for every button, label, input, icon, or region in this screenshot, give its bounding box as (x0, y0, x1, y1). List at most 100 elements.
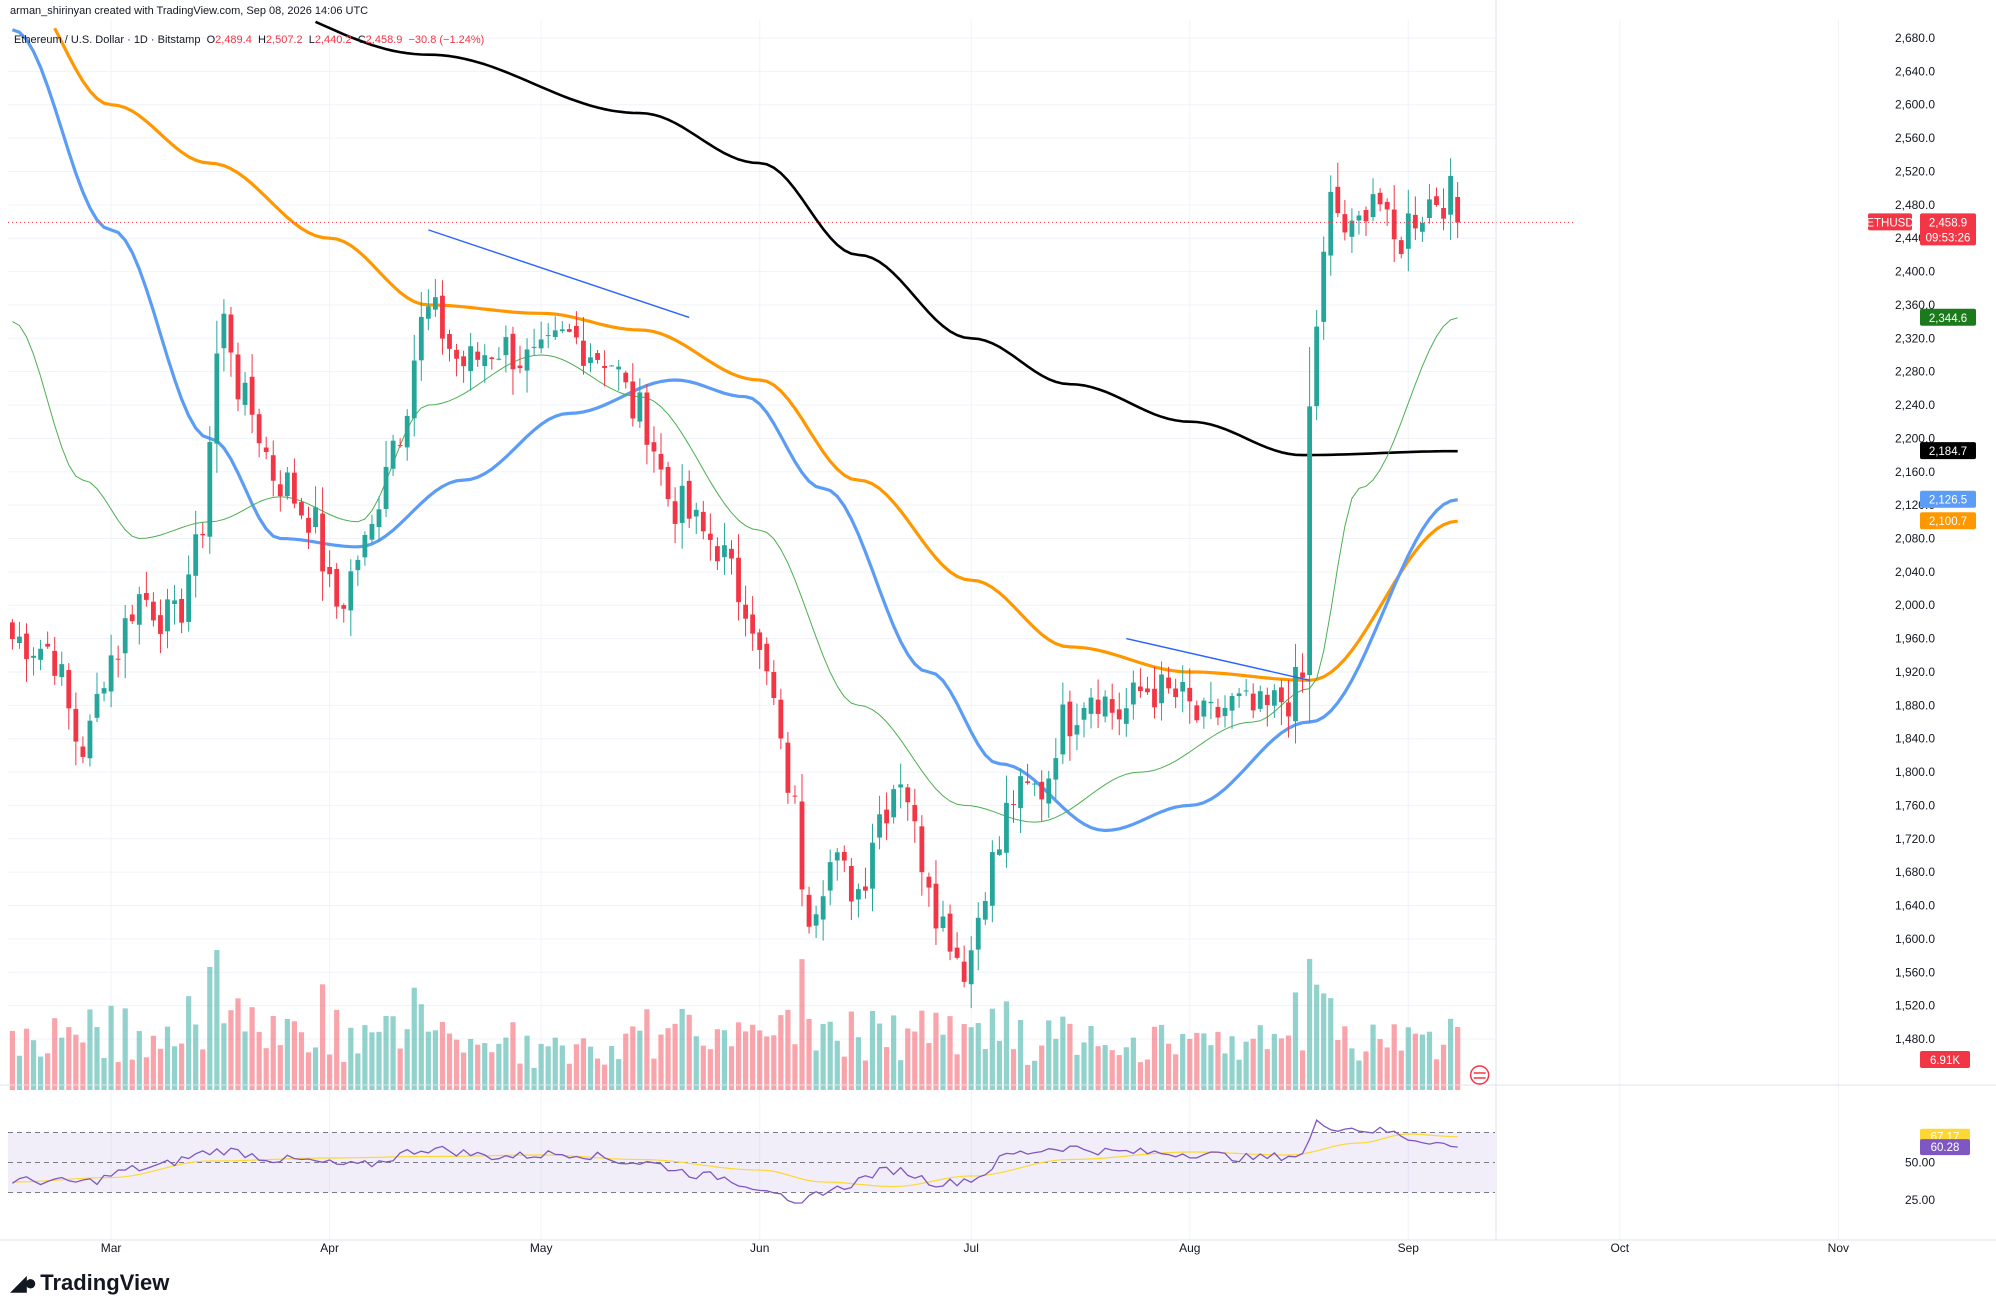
candle-body (686, 480, 692, 519)
candle-body (524, 349, 530, 371)
volume-bar (1123, 1047, 1129, 1090)
candle-body (390, 440, 396, 469)
volume-bar (1222, 1053, 1228, 1090)
volume-badge (1920, 1051, 1970, 1068)
volume-bar (933, 1012, 939, 1090)
volume-bar (115, 1062, 121, 1090)
price-tick-label: 1,480.0 (1895, 1032, 1935, 1046)
candle-body (306, 517, 311, 533)
candle-body (165, 599, 170, 632)
candle-body (707, 533, 713, 540)
candle-body (1046, 778, 1052, 804)
price-tick-label: 2,360.0 (1895, 298, 1935, 312)
candle-body (313, 507, 318, 527)
volume-bar (157, 1048, 164, 1090)
candle-body (66, 670, 72, 709)
volume-bar (362, 1025, 368, 1090)
volume-bar (1046, 1020, 1052, 1090)
close-label: C (357, 34, 366, 46)
volume-bar (1384, 1047, 1390, 1090)
volume-bar (1003, 1001, 1010, 1090)
volume-bar (376, 1031, 382, 1090)
time-tick-label: Jul (964, 1241, 979, 1255)
volume-bar (1335, 1040, 1341, 1090)
candle-body (1166, 677, 1171, 689)
candle-body (277, 484, 283, 497)
candle-body (1314, 326, 1320, 407)
price-badge (1920, 442, 1976, 460)
candle-body (80, 746, 86, 757)
volume-bar (820, 1024, 826, 1090)
candle-body (228, 314, 234, 353)
candle-body (383, 466, 389, 509)
volume-bar (320, 984, 326, 1090)
candle-body (1412, 214, 1418, 229)
volume-bar (644, 1009, 650, 1090)
volume-bar (446, 1033, 453, 1090)
candle-body (827, 862, 833, 891)
candle-body (425, 306, 431, 319)
candle-body (665, 466, 671, 500)
candle-body (1370, 194, 1376, 218)
candle-body (1081, 707, 1087, 720)
candle-body (856, 889, 861, 900)
volume-bar (1391, 1024, 1397, 1090)
candle-body (989, 852, 995, 906)
tradingview-logo[interactable]: ◢● TradingView (10, 1270, 169, 1296)
volume-bar (1398, 1050, 1404, 1090)
volume-bar (1370, 1024, 1376, 1090)
price-tick-label: 2,600.0 (1895, 98, 1935, 112)
volume-bar (73, 1034, 79, 1090)
change-value: −30.8 (−1.24%) (408, 34, 485, 46)
candle-body (482, 355, 488, 367)
candle-body (1173, 688, 1179, 698)
volume-bar (1201, 1033, 1207, 1090)
volume-bar (1257, 1025, 1263, 1090)
volume-bar (383, 1015, 389, 1090)
volume-bar (256, 1031, 262, 1090)
candle-body (884, 809, 889, 824)
volume-bar (30, 1040, 37, 1090)
candle-body (1201, 700, 1207, 717)
volume-bar (623, 1033, 629, 1090)
volume-bar (1074, 1054, 1080, 1090)
price-tick-label: 2,160.0 (1895, 465, 1935, 479)
candle-body (369, 523, 375, 540)
time-axis: Mar Apr May Jun Jul Aug Sep Oct Nov (0, 1239, 1996, 1255)
candle-body (877, 814, 882, 838)
candle-body (1398, 240, 1404, 255)
volume-bar (672, 1023, 678, 1090)
price-tick-label: 1,600.0 (1895, 932, 1935, 946)
candle-body (108, 655, 114, 692)
candle-body (905, 787, 911, 803)
candle-body (1208, 701, 1214, 704)
price-tick-label: 1,640.0 (1895, 899, 1935, 913)
price-tick-label: 2,560.0 (1895, 131, 1935, 145)
candle-body (475, 351, 481, 360)
volume-bar (1314, 984, 1320, 1090)
volume-bar (1208, 1045, 1214, 1090)
candle-body (912, 805, 918, 822)
volume-bar (926, 1043, 932, 1090)
volume-bar (108, 1005, 114, 1090)
volume-bar (594, 1058, 601, 1090)
candle-body (552, 330, 558, 338)
candle-body (341, 605, 347, 609)
volume-bar (1448, 1018, 1454, 1090)
candle-body (799, 801, 805, 890)
candle-body (968, 950, 974, 985)
volume-bar (59, 1037, 65, 1090)
candle-body (729, 548, 734, 559)
candle-body (355, 559, 361, 571)
moving-average-line (314, 20, 1458, 457)
symbol-title[interactable]: Ethereum / U.S. Dollar · 1D · Bitstamp (14, 34, 201, 46)
candle-body (792, 795, 798, 797)
rsi-line (12, 1119, 1458, 1204)
volume-bar (1349, 1048, 1355, 1090)
moving-average-line (53, 27, 1458, 682)
candle-body (299, 502, 304, 516)
volume-bar (679, 1008, 685, 1090)
volume-bar (1010, 1049, 1017, 1090)
candle-body (1138, 686, 1143, 692)
